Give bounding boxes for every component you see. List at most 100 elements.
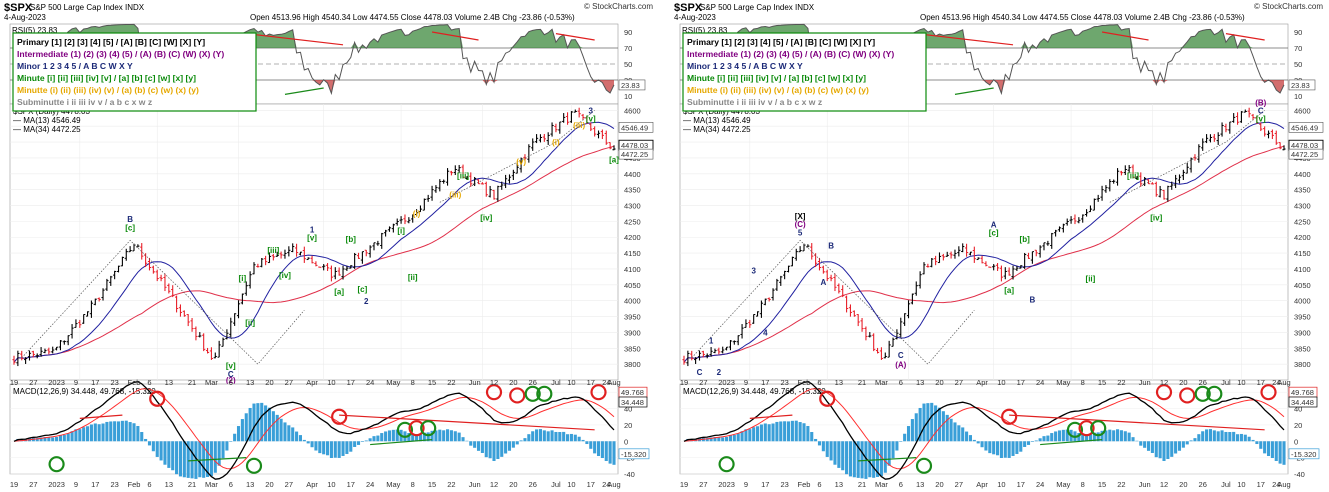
rsi-tick-90: 90 xyxy=(1294,28,1302,37)
macd-xaxis-label: 2023 xyxy=(48,480,65,489)
macd-hist-bar xyxy=(167,441,171,468)
wave-label: [i] xyxy=(239,274,247,283)
macd-xaxis-label: 10 xyxy=(997,480,1005,489)
macd-hist-bar xyxy=(736,433,740,442)
macd-hist-bar xyxy=(783,421,787,442)
macd-hist-bar xyxy=(1212,430,1216,442)
price-bar xyxy=(581,113,585,121)
macd-hist-bar xyxy=(360,441,364,442)
price-bar xyxy=(1069,216,1073,224)
macd-hist-bar xyxy=(264,405,268,442)
macd-xaxis-label: 12 xyxy=(1160,480,1168,489)
macd-hist-bar xyxy=(786,421,791,442)
macd-hist-bar xyxy=(976,441,980,444)
price-bar xyxy=(682,355,686,365)
price-bar xyxy=(810,243,814,260)
price-bar xyxy=(976,257,980,261)
price-bar xyxy=(51,346,55,354)
macd-hist-bar xyxy=(1278,441,1282,464)
chart-gutter xyxy=(659,0,670,492)
price-xaxis-label: May xyxy=(386,378,400,387)
price-xaxis-label: Aug xyxy=(607,378,620,387)
macd-hist-bar xyxy=(190,441,194,479)
wave-legend-line: Minute [i] [ii] [iii] [iv] [v] / [a] [b]… xyxy=(687,73,866,83)
price-bar xyxy=(236,300,241,319)
macd-buy-circle xyxy=(524,385,541,402)
macd-hist-bar xyxy=(728,435,732,442)
price-panel xyxy=(9,103,619,381)
macd-hist-bar xyxy=(934,405,938,442)
macd-hist-bar xyxy=(449,430,453,442)
wave-label: [a] xyxy=(334,287,344,296)
price-tick-4150: 4150 xyxy=(1294,249,1311,258)
rsi-current-value: 23.83 xyxy=(1291,81,1310,90)
macd-hist-bar xyxy=(519,440,523,442)
wave-label: [v] xyxy=(1256,114,1266,123)
macd-div-green-2 xyxy=(370,439,433,446)
macd-hist-bar xyxy=(554,431,558,442)
macd-hist-bar xyxy=(538,429,542,442)
price-xaxis-label: Feb xyxy=(798,378,811,387)
price-bar xyxy=(1239,111,1244,123)
macd-hist-bar xyxy=(1150,441,1154,453)
wave-legend-line: Minor 1 2 3 4 5 / A B C W X Y xyxy=(687,61,803,71)
price-bar xyxy=(829,274,833,282)
macd-hist-bar xyxy=(744,429,748,442)
macd-xaxis-label: Jul xyxy=(1221,480,1231,489)
price-tick-4350: 4350 xyxy=(1294,186,1311,195)
ma13-label: — MA(13) 4546.49 xyxy=(13,116,81,125)
wave-label: [c] xyxy=(125,223,135,232)
price-xaxis-label: 13 xyxy=(916,378,924,387)
macd-hist-bar xyxy=(1081,433,1085,442)
price-bar xyxy=(66,335,70,346)
price-bar xyxy=(395,218,399,226)
macd-xaxis-label: Jun xyxy=(1139,480,1151,489)
price-xaxis-label: 17 xyxy=(761,378,769,387)
price-bar xyxy=(937,252,942,264)
macd-hist-bar xyxy=(996,441,1000,456)
macd-xaxis-label: 15 xyxy=(1098,480,1106,489)
macd-hist-bar xyxy=(515,441,519,445)
price-bar xyxy=(732,340,736,345)
price-xaxis-label: 21 xyxy=(188,378,196,387)
price-bar xyxy=(1119,170,1124,176)
wave-label: [v] xyxy=(307,233,317,242)
price-bar xyxy=(159,274,163,282)
symbol-title: $SPX xyxy=(674,2,703,14)
macd-hist-bar xyxy=(740,431,744,442)
price-xaxis-label: 15 xyxy=(1098,378,1106,387)
price-bar xyxy=(573,109,577,113)
macd-hist-bar xyxy=(446,429,450,442)
price-bar xyxy=(128,246,132,253)
macd-xaxis-label: 20 xyxy=(1179,480,1187,489)
macd-hist-bar xyxy=(492,441,496,461)
price-bar xyxy=(593,126,597,137)
macd-hist-bar xyxy=(779,421,783,442)
price-bar xyxy=(941,253,945,261)
price-bar xyxy=(736,335,740,346)
index-name: S&P 500 Large Cap Index INDX xyxy=(30,3,145,12)
macd-xaxis-label: May xyxy=(386,480,400,489)
price-bar xyxy=(1181,169,1185,181)
price-bar xyxy=(899,317,903,338)
price-xaxis-label: 10 xyxy=(567,378,575,387)
macd-hist-bar xyxy=(542,430,546,442)
macd-hist-bar xyxy=(848,441,852,477)
price-bar xyxy=(182,310,186,317)
macd-hist-bar xyxy=(422,432,426,442)
price-bar xyxy=(972,246,976,263)
macd-xaxis-label: 19 xyxy=(10,480,18,489)
macd-xaxis-label: Mar xyxy=(205,480,218,489)
macd-hist-bar xyxy=(1232,431,1236,442)
price-bar xyxy=(542,133,546,142)
price-bar xyxy=(1228,121,1232,134)
macd-hist-bar xyxy=(93,423,97,442)
macd-xaxis-label: Jun xyxy=(469,480,481,489)
macd-hist-bar xyxy=(984,441,988,451)
price-bar xyxy=(694,357,698,364)
macd-hist-bar xyxy=(298,435,302,442)
wave-label: (C) xyxy=(795,220,806,229)
wave-label: C xyxy=(228,370,234,379)
macd-hist-bar xyxy=(748,429,752,442)
macd-hist-bar xyxy=(1100,430,1104,442)
